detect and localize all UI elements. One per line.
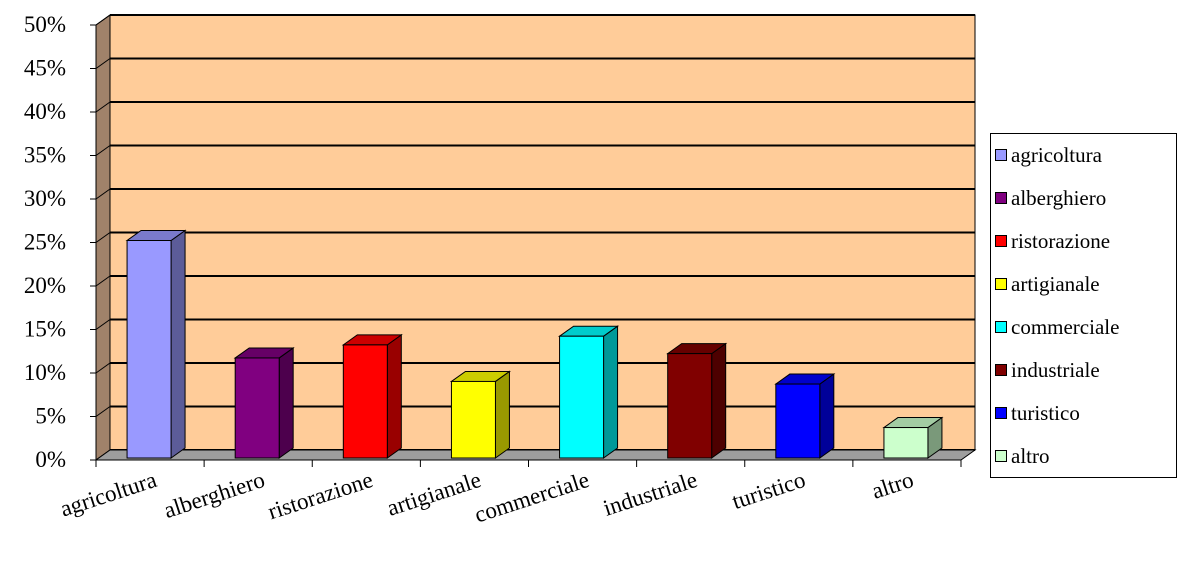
gridline-wall: [95, 14, 111, 26]
legend-item: industriale: [991, 355, 1100, 385]
legend-item: agricoltura: [991, 140, 1102, 170]
bar-side-commerciale: [603, 325, 619, 459]
gridline-wall: [95, 275, 111, 287]
bar-side-agricoltura: [170, 229, 186, 459]
y-tick-label: 20%: [24, 273, 66, 298]
bar-altro: [883, 427, 929, 459]
gridline-wall: [95, 145, 111, 156]
bar-artigianale: [450, 380, 496, 459]
bar-commerciale: [559, 335, 605, 459]
gridline-wall: [95, 319, 111, 330]
legend-label: agricoltura: [1011, 142, 1102, 167]
legend-swatch: [995, 278, 1007, 290]
gridline-wall: [95, 362, 111, 374]
y-tick-label: 5%: [35, 404, 66, 429]
legend-label: altro: [1011, 443, 1050, 468]
legend-item: alberghiero: [991, 183, 1106, 213]
legend-swatch: [995, 407, 1007, 419]
bar-side-industriale: [711, 342, 727, 459]
bar-side-artigianale: [494, 370, 510, 459]
bar-turistico: [775, 383, 821, 459]
legend-item: turistico: [991, 398, 1080, 428]
legend-label: ristorazione: [1011, 228, 1111, 253]
gridline-wall: [95, 101, 111, 113]
bar-ristorazione: [342, 344, 388, 459]
x-tick-label: artigianale: [384, 467, 484, 521]
legend-item: commerciale: [991, 312, 1119, 342]
legend-item: artigianale: [991, 269, 1100, 299]
legend-label: artigianale: [1011, 271, 1100, 296]
y-tick-label: 50%: [24, 12, 66, 37]
legend-item: ristorazione: [991, 226, 1110, 256]
legend-label: industriale: [1011, 357, 1100, 382]
gridline-wall: [95, 232, 111, 243]
gridline-wall: [95, 188, 111, 200]
bar-side-ristorazione: [386, 333, 402, 459]
x-tick-label: industriale: [600, 467, 700, 521]
x-tick-label: agricoltura: [57, 467, 159, 522]
floor: [94, 449, 977, 461]
bar-agricoltura: [126, 240, 172, 459]
x-tick-label: altro: [869, 467, 917, 504]
legend-label: turistico: [1011, 400, 1080, 425]
gridline-wall: [95, 406, 111, 417]
y-tick-label: 25%: [24, 230, 66, 255]
legend-swatch: [995, 450, 1007, 462]
legend: agricoltura alberghiero ristorazione artigi…: [990, 133, 1177, 478]
x-tick-label: ristorazione: [265, 467, 376, 524]
legend-item: altro: [991, 441, 1049, 471]
legend-swatch: [995, 321, 1007, 333]
bar-alberghiero: [234, 357, 280, 459]
legend-swatch: [995, 149, 1007, 161]
legend-label: alberghiero: [1011, 185, 1107, 210]
legend-label: commerciale: [1011, 314, 1120, 339]
legend-swatch: [995, 364, 1007, 376]
bar-side-alberghiero: [278, 346, 294, 459]
y-tick-label: 45%: [24, 56, 66, 81]
y-tick-label: 10%: [24, 360, 66, 385]
bar-side-turistico: [819, 373, 835, 459]
legend-swatch: [995, 192, 1007, 204]
x-tick-label: commerciale: [471, 467, 592, 527]
y-tick-label: 40%: [24, 99, 66, 124]
x-tick-label: turistico: [729, 467, 808, 514]
x-tick-label: alberghiero: [161, 467, 268, 523]
y-tick-label: 30%: [24, 186, 66, 211]
y-tick-label: 15%: [24, 317, 66, 342]
bar-industriale: [667, 353, 713, 459]
gridline-wall: [95, 58, 111, 69]
legend-swatch: [995, 235, 1007, 247]
y-tick-label: 0%: [35, 447, 66, 472]
y-tick-label: 35%: [24, 143, 66, 168]
